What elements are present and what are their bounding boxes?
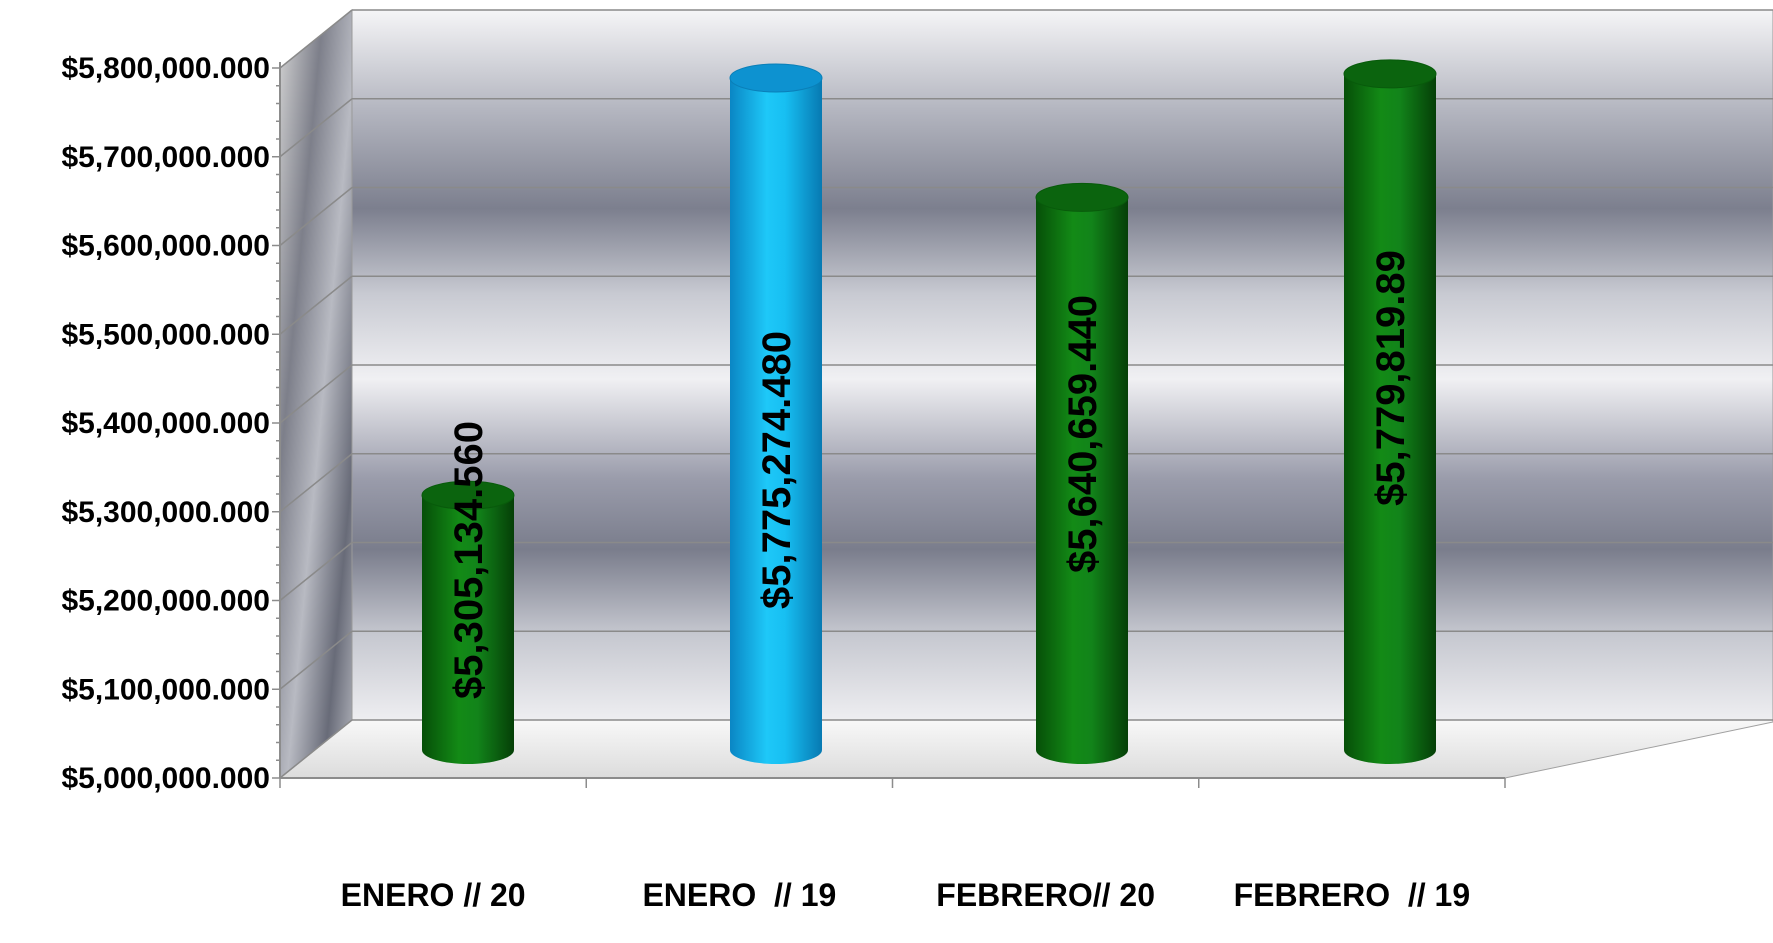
gridline-side — [279, 453, 353, 513]
gridline-side — [279, 719, 353, 779]
y-axis-ticks: $5,000,000.000 $5,100,000.000 $5,200,000.0… — [61, 52, 270, 795]
gridline-side — [279, 186, 353, 247]
y-tick-label: $5,800,000.000 — [61, 52, 270, 85]
x-tick-label: FEBRERO // 19 — [1234, 877, 1471, 913]
bar-top — [1035, 182, 1129, 212]
x-tick-label: ENERO // 20 — [341, 877, 526, 913]
bar-body — [1344, 73, 1436, 764]
data-label: $5,640,659.440 — [1061, 295, 1105, 573]
x-tick-label: ENERO // 19 — [642, 877, 836, 913]
y-tick-label: $5,700,000.000 — [61, 141, 270, 174]
x-axis-ticks: ENERO // 20 ENERO // 19 FEBRERO// 20 FEBRER… — [341, 877, 1470, 913]
y-tick-label: $5,300,000.000 — [61, 496, 270, 529]
data-labels: $5,305,134.560 $5,775,274.480 $5,640,659.4… — [447, 250, 1413, 699]
y-tick-label: $5,100,000.000 — [61, 673, 270, 706]
y-tick-label: $5,200,000.000 — [61, 585, 270, 618]
y-tick-label: $5,000,000.000 — [61, 762, 270, 795]
bars — [421, 59, 1437, 765]
bar — [1343, 59, 1437, 764]
gridline-side — [279, 630, 353, 690]
bar-top — [1343, 59, 1437, 89]
bar-body — [422, 495, 514, 764]
bar-top — [421, 480, 515, 510]
bar — [729, 63, 823, 764]
bar — [421, 480, 515, 764]
bar-top — [729, 63, 823, 93]
gridline-side — [279, 275, 353, 335]
gridline-side — [279, 9, 353, 69]
y-tick-label: $5,600,000.000 — [61, 230, 270, 263]
bar-body — [1036, 197, 1128, 765]
data-label: $5,775,274.480 — [755, 331, 799, 609]
data-label: $5,779,819.89 — [1369, 250, 1413, 506]
gridline-side — [279, 98, 353, 158]
bar-body — [730, 77, 822, 764]
data-label: $5,305,134.560 — [447, 421, 491, 699]
bar — [1035, 182, 1129, 765]
gridline-side — [279, 364, 353, 424]
gridline-side — [279, 541, 353, 602]
y-tick-label: $5,400,000.000 — [61, 407, 270, 440]
axes — [272, 62, 1506, 788]
y-tick-label: $5,500,000.000 — [61, 318, 270, 351]
x-tick-label: FEBRERO// 20 — [936, 877, 1155, 913]
